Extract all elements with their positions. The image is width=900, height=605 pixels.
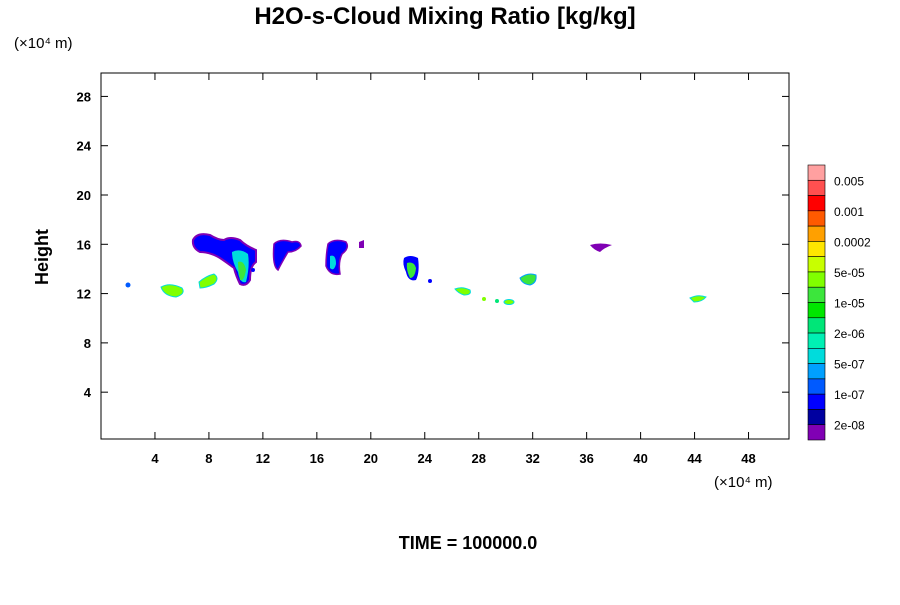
colorbar-label: 0.001 — [834, 205, 864, 219]
y-tick-label: 12 — [77, 287, 91, 302]
cloud-region — [495, 299, 499, 303]
cloud-region — [330, 255, 336, 270]
colorbar-swatch — [807, 225, 826, 242]
colorbar-swatch — [807, 256, 826, 273]
colorbar-swatch — [807, 409, 826, 426]
cloud-region — [406, 262, 416, 278]
x-tick-label: 12 — [256, 451, 270, 466]
colorbar-label: 0.005 — [834, 174, 864, 188]
x-tick-label: 24 — [418, 451, 433, 466]
x-tick-label: 20 — [364, 451, 378, 466]
colorbar-swatch — [807, 378, 826, 395]
colorbar-label: 2e-06 — [834, 327, 865, 341]
cloud-field — [125, 233, 707, 305]
x-tick-label: 8 — [205, 451, 212, 466]
colorbar-label: 2e-08 — [834, 419, 865, 433]
y-tick-label: 8 — [84, 336, 91, 351]
x-unit-label: (×10⁴ m) — [714, 474, 773, 491]
colorbar-swatch — [807, 363, 826, 380]
x-tick-label: 40 — [633, 451, 647, 466]
colorbar-swatch — [807, 286, 826, 303]
colorbar: 0.005 0.001 0.0002 5e-05 1e-05 2e-06 5e-07 1e-0… — [807, 164, 871, 441]
cloud-region — [519, 273, 537, 286]
y-axis-label: Height — [32, 229, 52, 285]
colorbar-swatch — [807, 241, 826, 257]
cloud-region — [125, 282, 131, 288]
colorbar-label: 0.0002 — [834, 235, 871, 249]
colorbar-swatch — [807, 317, 826, 334]
colorbar-swatch — [807, 210, 826, 227]
cloud-region — [251, 268, 255, 272]
cloud-region — [428, 279, 432, 283]
y-tick-label: 16 — [77, 237, 91, 252]
cloud-region — [359, 240, 364, 248]
cloud-region — [272, 239, 302, 272]
x-tick-label: 4 — [151, 451, 159, 466]
cloud-region — [689, 295, 707, 303]
x-tick-label: 32 — [525, 451, 539, 466]
x-tick-label: 44 — [687, 451, 702, 466]
colorbar-label: 5e-05 — [834, 266, 865, 280]
cloud-region — [325, 239, 349, 276]
colorbar-swatch — [807, 393, 826, 410]
plot-frame — [100, 72, 790, 440]
y-tick-label: 4 — [84, 385, 92, 400]
cloud-region — [198, 273, 218, 289]
colorbar-swatch — [807, 332, 826, 349]
x-tick-label: 28 — [471, 451, 485, 466]
x-tick-label: 36 — [579, 451, 593, 466]
colorbar-swatch — [807, 424, 826, 441]
y-tick-label: 28 — [77, 89, 91, 104]
colorbar-swatch — [807, 348, 826, 364]
colorbar-label: 5e-07 — [834, 358, 865, 372]
colorbar-label: 1e-07 — [834, 388, 865, 402]
colorbar-swatch — [807, 164, 826, 181]
y-tick-label: 20 — [77, 188, 91, 203]
cloud-region — [503, 299, 515, 305]
colorbar-swatch — [807, 271, 826, 288]
cloud-region — [238, 261, 246, 281]
cloud-region — [160, 284, 184, 298]
cloud-region — [482, 297, 486, 301]
colorbar-swatch — [807, 179, 826, 196]
x-tick-label: 16 — [310, 451, 324, 466]
cloud-region — [454, 287, 471, 296]
x-tick-label: 48 — [741, 451, 755, 466]
colorbar-label: 1e-05 — [834, 297, 865, 311]
y-unit-label: (×10⁴ m) — [14, 35, 73, 52]
footer-text: TIME = 100000.0 — [399, 533, 538, 553]
chart-title: H2O-s-Cloud Mixing Ratio [kg/kg] — [254, 3, 635, 30]
colorbar-swatch — [807, 195, 826, 212]
cloud-region — [590, 243, 612, 252]
y-tick-label: 24 — [77, 139, 92, 154]
colorbar-swatch — [807, 302, 826, 319]
